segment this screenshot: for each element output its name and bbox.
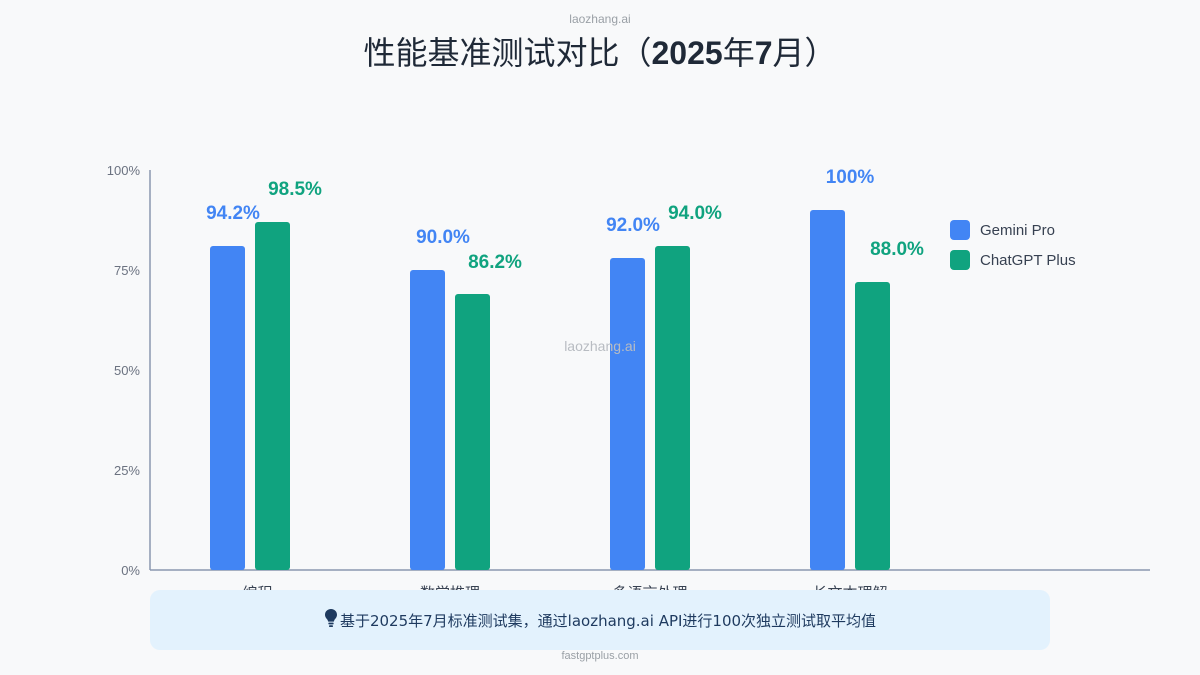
- data-label-chatgpt: 98.5%: [268, 179, 322, 200]
- watermark-center: laozhang.ai: [564, 338, 636, 354]
- y-tick-label: 0%: [121, 563, 140, 578]
- bar-gemini: [810, 210, 845, 570]
- data-label-gemini: 90.0%: [416, 227, 470, 248]
- title-prefix: 性能基准测试对比（: [363, 34, 652, 72]
- data-label-gemini: 92.0%: [606, 215, 660, 236]
- title-month: 7: [754, 35, 773, 71]
- y-tick-label: 50%: [114, 363, 140, 378]
- title-year: 2025: [651, 35, 723, 71]
- bar-gemini: [610, 258, 645, 570]
- bar-chatgpt: [855, 282, 890, 570]
- watermark-top: laozhang.ai: [569, 12, 631, 26]
- legend-swatch-chatgpt: [950, 250, 970, 270]
- legend: Gemini Pro ChatGPT Plus: [950, 219, 1076, 279]
- bar-chatgpt: [655, 246, 690, 570]
- legend-label-chatgpt: ChatGPT Plus: [980, 251, 1076, 269]
- title-suffix: 月）: [772, 34, 837, 72]
- note-banner: 基于2025年7月标准测试集，通过laozhang.ai API进行100次独立…: [150, 590, 1050, 650]
- bar-chatgpt: [255, 222, 290, 570]
- y-tick-label: 25%: [114, 463, 140, 478]
- bar-gemini: [410, 270, 445, 570]
- note-text: 基于2025年7月标准测试集，通过laozhang.ai API进行100次独立…: [339, 611, 877, 630]
- y-tick-label: 100%: [107, 163, 141, 178]
- data-label-chatgpt: 86.2%: [468, 252, 522, 273]
- bar-gemini: [210, 246, 245, 570]
- legend-item-chatgpt[interactable]: ChatGPT Plus: [950, 249, 1076, 271]
- y-tick-label: 75%: [114, 263, 140, 278]
- watermark-bottom: fastgptplus.com: [561, 650, 639, 662]
- data-label-gemini: 94.2%: [206, 203, 260, 224]
- data-label-chatgpt: 88.0%: [870, 239, 924, 260]
- data-label-gemini: 100%: [826, 167, 875, 188]
- page-title: 性能基准测试对比（2025年7月）: [0, 28, 1200, 74]
- bar-chatgpt: [455, 294, 490, 570]
- lightbulb-icon: [324, 608, 338, 633]
- legend-swatch-gemini: [950, 220, 970, 240]
- legend-label-gemini: Gemini Pro: [980, 221, 1056, 239]
- data-label-chatgpt: 94.0%: [668, 203, 722, 224]
- bar-chart: 0%25%50%75%100%94.2%98.5%…编程90.0%86.2%数学…: [107, 163, 1150, 600]
- legend-item-gemini[interactable]: Gemini Pro: [950, 219, 1076, 241]
- title-year-unit: 年: [722, 34, 755, 72]
